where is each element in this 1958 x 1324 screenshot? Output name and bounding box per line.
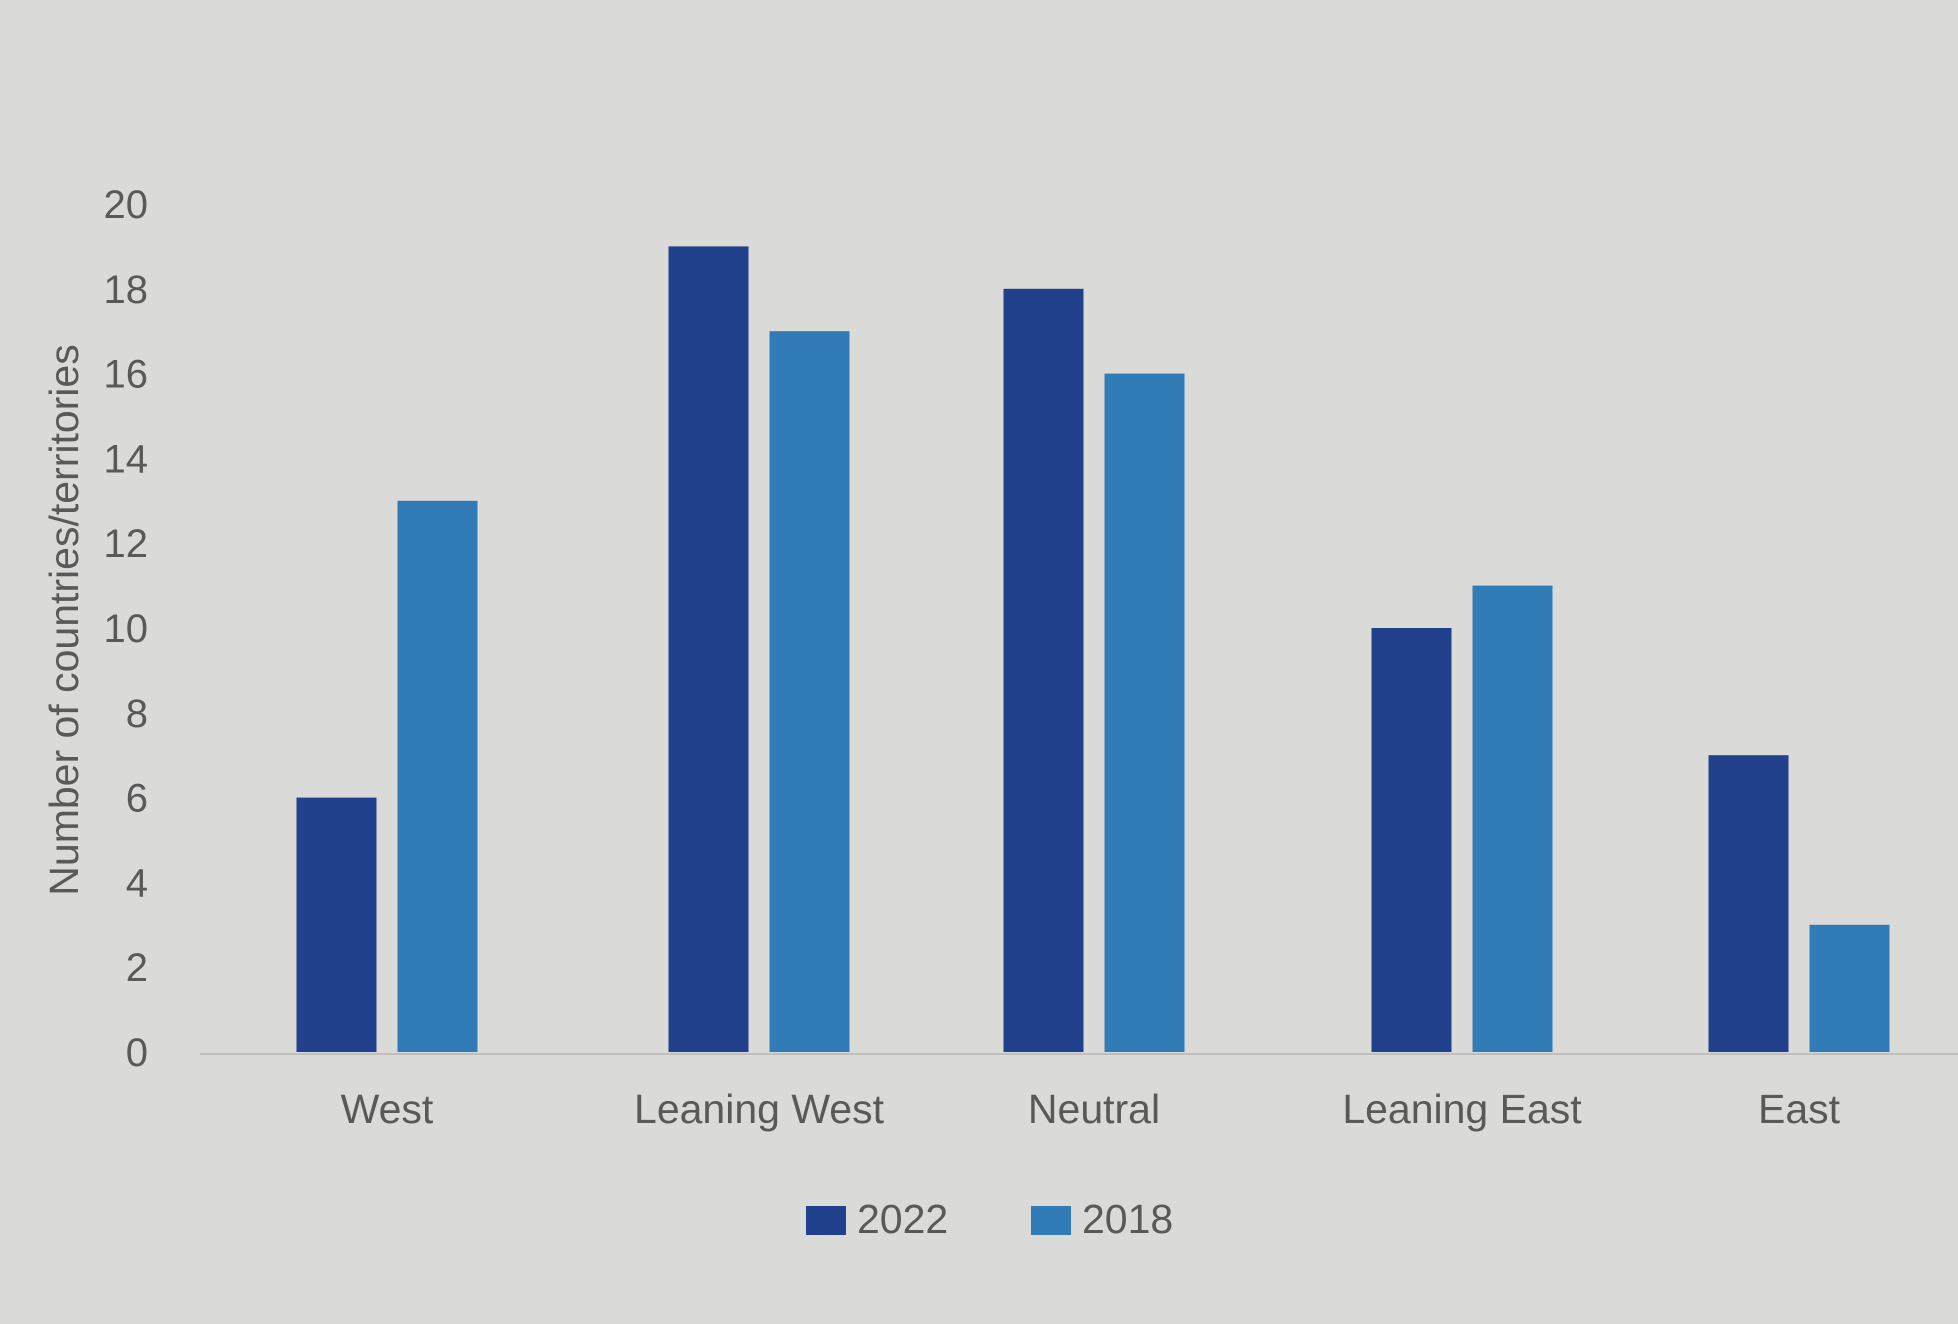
legend-label-2018: 2018 [1082, 1196, 1173, 1242]
legend-swatch-2022 [806, 1206, 846, 1235]
x-tick-label: Leaning West [634, 1086, 885, 1132]
y-tick-label: 12 [104, 522, 149, 566]
bar-2022-leaning-west [668, 246, 749, 1052]
bar-series-2022 [296, 246, 1789, 1052]
bar-2018-neutral [1104, 373, 1185, 1053]
bar-2022-leaning-east [1371, 628, 1452, 1052]
y-tick-label: 2 [126, 946, 148, 990]
y-tick-label: 10 [104, 607, 149, 651]
x-axis-tick-labels: West Leaning West Neutral Leaning East East [341, 1086, 1841, 1132]
y-tick-label: 14 [104, 437, 149, 481]
x-tick-label: East [1758, 1086, 1841, 1132]
x-tick-label: Neutral [1028, 1086, 1160, 1132]
y-tick-label: 6 [126, 777, 148, 821]
y-tick-label: 8 [126, 692, 148, 736]
bar-2022-west [296, 797, 377, 1052]
bar-series-group [296, 246, 1890, 1053]
legend: 2022 2018 [806, 1196, 1173, 1242]
x-tick-label: West [341, 1086, 434, 1132]
y-tick-label: 4 [126, 861, 148, 905]
legend-label-2022: 2022 [857, 1196, 948, 1242]
legend-swatch-2018 [1031, 1206, 1071, 1235]
bar-2022-east [1708, 755, 1789, 1052]
y-tick-label: 18 [104, 268, 149, 312]
y-tick-label: 16 [104, 353, 149, 397]
bar-2018-leaning-west [769, 331, 850, 1052]
y-axis-label: Number of countries/territories [41, 344, 87, 895]
x-tick-label: Leaning East [1342, 1086, 1582, 1132]
bar-2022-neutral [1003, 288, 1084, 1052]
bar-2018-leaning-east [1472, 585, 1553, 1052]
y-tick-label: 20 [104, 183, 149, 227]
y-tick-label: 0 [126, 1031, 148, 1075]
bar-2018-west [397, 500, 478, 1052]
y-axis-ticks: 0 2 4 6 8 10 12 14 16 18 20 [104, 183, 149, 1075]
bar-2018-east [1809, 924, 1890, 1052]
bar-series-2018 [397, 331, 1890, 1053]
